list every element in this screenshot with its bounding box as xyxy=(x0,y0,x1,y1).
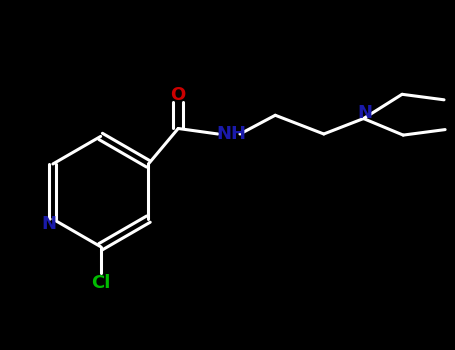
Text: NH: NH xyxy=(216,125,246,143)
Text: N: N xyxy=(357,104,372,122)
Text: Cl: Cl xyxy=(91,274,111,292)
Text: N: N xyxy=(41,215,56,232)
Text: O: O xyxy=(171,86,186,104)
